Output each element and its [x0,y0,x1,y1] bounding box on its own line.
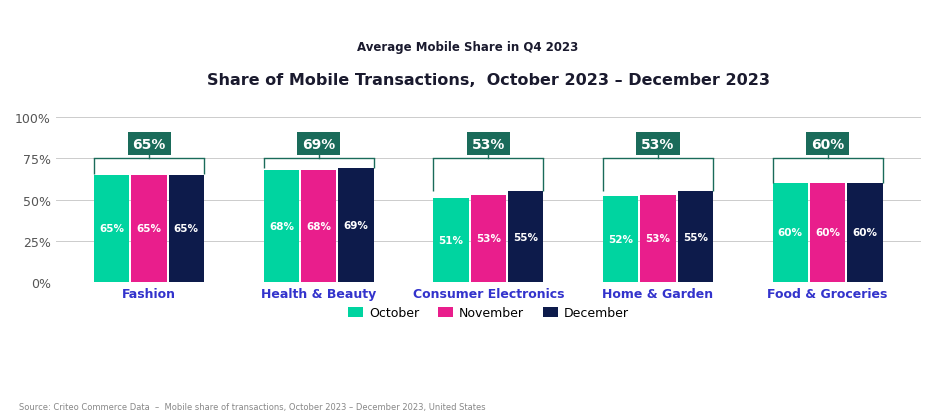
Bar [94,176,129,282]
Text: 60%: 60% [815,228,841,238]
Text: Source: Criteo Commerce Data  –  Mobile share of transactions, October 2023 – De: Source: Criteo Commerce Data – Mobile sh… [19,402,486,411]
Text: 69%: 69% [344,221,369,230]
Bar [603,197,638,282]
Text: 68%: 68% [306,221,331,231]
Text: 53%: 53% [646,234,670,244]
Bar [264,171,300,282]
Text: 51%: 51% [439,235,463,245]
Title: Share of Mobile Transactions,  October 2023 – December 2023: Share of Mobile Transactions, October 20… [207,73,770,88]
Bar [847,184,883,282]
Text: 60%: 60% [853,228,878,238]
Bar [168,176,204,282]
Text: 52%: 52% [608,235,633,244]
Bar [772,184,808,282]
Bar [678,192,713,282]
Text: 53%: 53% [475,234,501,244]
Text: 60%: 60% [812,137,844,151]
Text: 65%: 65% [132,137,166,151]
Bar [301,171,336,282]
Bar [131,176,167,282]
Text: 65%: 65% [99,224,124,234]
Bar [433,198,469,282]
Text: 69%: 69% [302,137,335,151]
Text: 65%: 65% [137,224,162,234]
Legend: October, November, December: October, November, December [343,301,634,324]
Text: Average Mobile Share in Q4 2023: Average Mobile Share in Q4 2023 [358,41,578,54]
Bar [508,192,544,282]
Text: 65%: 65% [174,224,198,234]
Text: 53%: 53% [472,137,505,151]
Bar [810,184,845,282]
Text: 60%: 60% [778,228,803,238]
Text: 55%: 55% [683,232,708,242]
Text: 68%: 68% [269,221,294,231]
Text: 55%: 55% [513,232,538,242]
Bar [640,195,676,282]
Text: 53%: 53% [641,137,675,151]
Bar [338,169,373,282]
Bar [471,195,506,282]
